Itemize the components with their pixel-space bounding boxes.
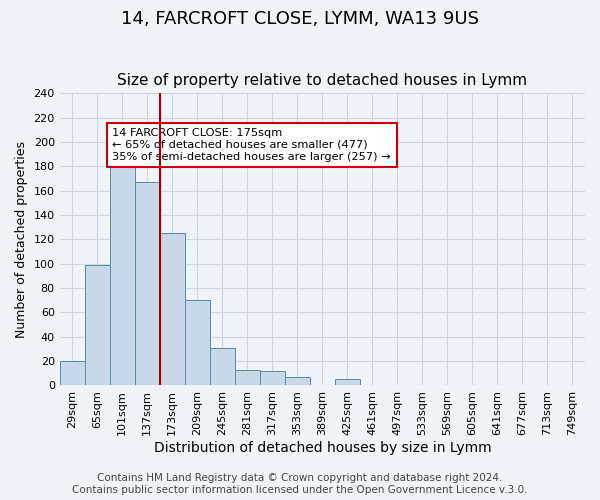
- Text: Contains HM Land Registry data © Crown copyright and database right 2024.
Contai: Contains HM Land Registry data © Crown c…: [72, 474, 528, 495]
- Bar: [160, 234, 185, 386]
- Bar: [59, 361, 85, 386]
- Bar: [260, 371, 285, 386]
- Title: Size of property relative to detached houses in Lymm: Size of property relative to detached ho…: [117, 73, 527, 88]
- Bar: [335, 380, 360, 386]
- Bar: [185, 300, 210, 386]
- Bar: [210, 348, 235, 386]
- Bar: [235, 370, 260, 386]
- Bar: [135, 182, 160, 386]
- Bar: [85, 265, 110, 386]
- Bar: [285, 377, 310, 386]
- Bar: [110, 154, 135, 386]
- X-axis label: Distribution of detached houses by size in Lymm: Distribution of detached houses by size …: [154, 441, 491, 455]
- Y-axis label: Number of detached properties: Number of detached properties: [15, 141, 28, 338]
- Text: 14 FARCROFT CLOSE: 175sqm
← 65% of detached houses are smaller (477)
35% of semi: 14 FARCROFT CLOSE: 175sqm ← 65% of detac…: [112, 128, 391, 162]
- Text: 14, FARCROFT CLOSE, LYMM, WA13 9US: 14, FARCROFT CLOSE, LYMM, WA13 9US: [121, 10, 479, 28]
